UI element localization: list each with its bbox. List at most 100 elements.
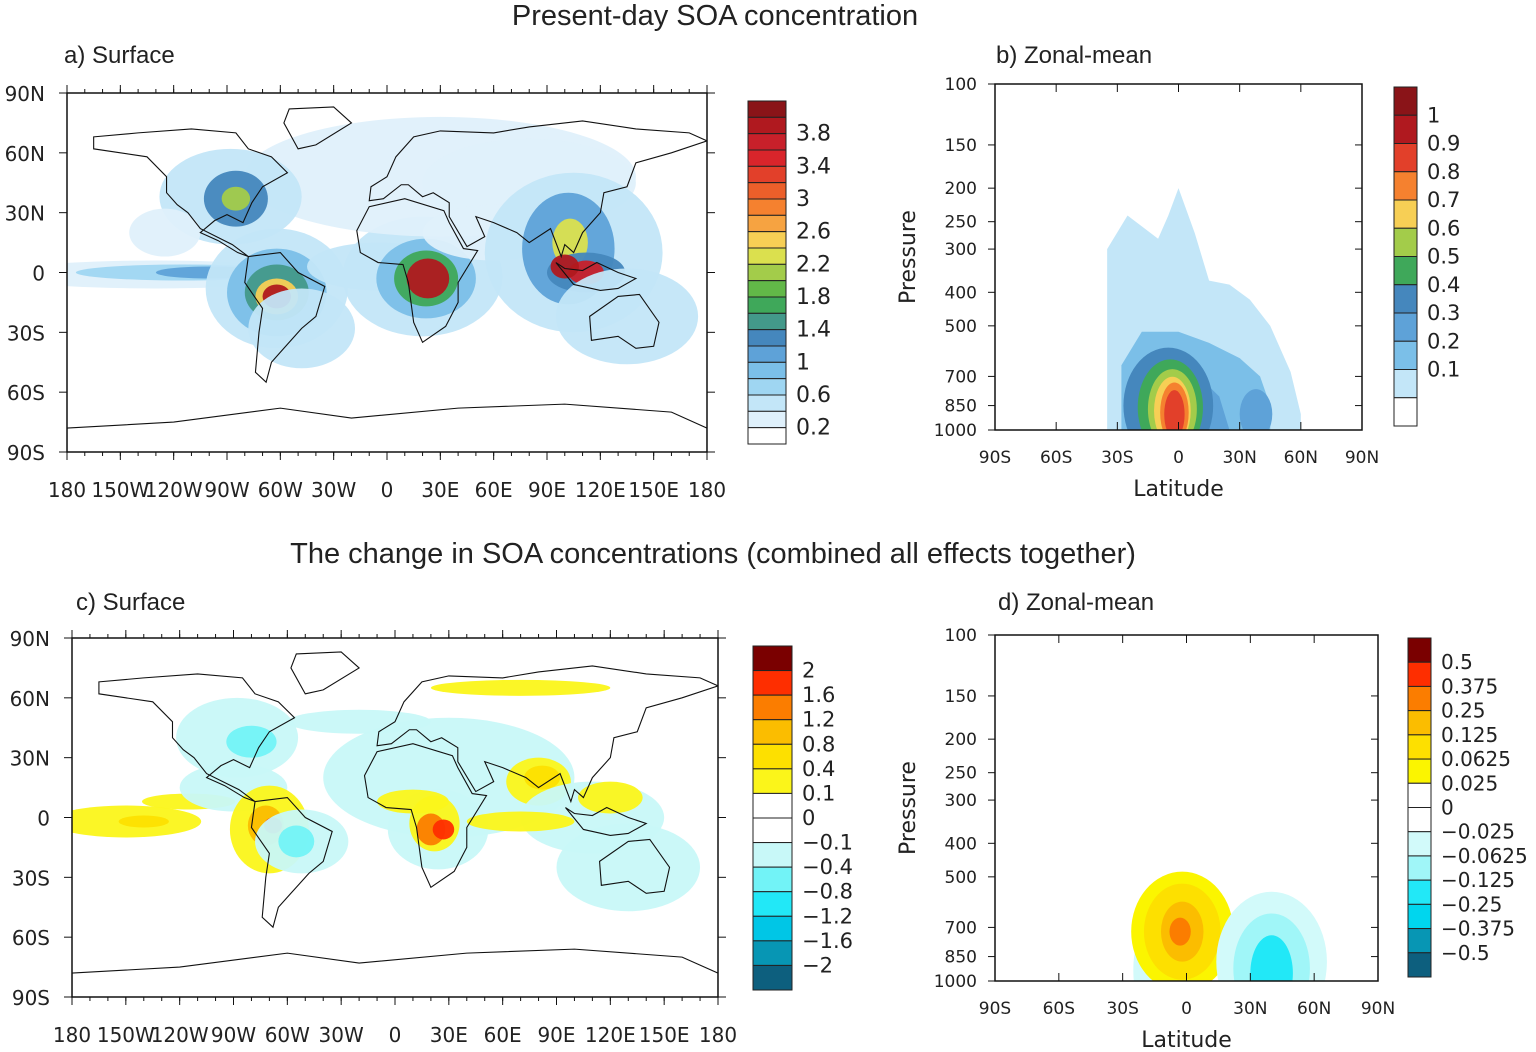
colorbar-box — [1407, 661, 1432, 687]
x-tick-label: 30N — [1222, 448, 1256, 468]
contour-region — [118, 815, 169, 828]
colorbar-label: 2 — [802, 659, 815, 683]
x-tick-label: 180 — [48, 478, 86, 502]
colorbar-label: 0.125 — [1441, 723, 1498, 747]
x-tick-label: 60S — [1040, 448, 1072, 468]
contour-region — [550, 254, 579, 279]
colorbar-label: −0.125 — [1441, 868, 1515, 892]
colorbar-label: 0.8 — [802, 732, 835, 756]
y-tick-label: 100 — [945, 626, 977, 646]
colorbar-box — [752, 915, 793, 942]
x-tick-label: 90W — [211, 1023, 256, 1047]
colorbar-label: 1.4 — [796, 318, 831, 343]
x-tick-label: 0 — [389, 1023, 402, 1047]
y-tick-label: 1000 — [934, 972, 977, 992]
y-axis-label: Pressure — [896, 210, 921, 304]
colorbar-box — [1407, 928, 1432, 954]
colorbar-box — [1407, 855, 1432, 881]
y-tick-label: 30S — [7, 321, 45, 345]
colorbar-box — [752, 768, 793, 794]
y-tick-label: 400 — [945, 834, 977, 854]
x-tick-label: 60W — [258, 478, 303, 502]
colorbar-box — [747, 116, 787, 135]
x-tick-label: 120W — [145, 478, 203, 502]
colorbar-box — [752, 817, 793, 844]
x-tick-label: 60E — [484, 1023, 522, 1047]
colorbar-label: −0.25 — [1441, 892, 1502, 916]
colorbar-box — [1407, 734, 1432, 760]
colorbar-box — [1407, 903, 1432, 930]
zonal-body — [1131, 871, 1327, 981]
colorbar-box — [752, 670, 793, 696]
colorbar-box — [747, 231, 787, 249]
y-tick-label: 850 — [945, 397, 977, 417]
zonal-body — [1107, 188, 1301, 430]
colorbar-label: 3.4 — [796, 154, 831, 179]
colorbar-label: 0.2 — [796, 416, 831, 441]
y-tick-label: 0 — [37, 807, 50, 831]
colorbar-label: −1.2 — [802, 904, 853, 928]
y-tick-label: 1000 — [934, 421, 977, 441]
colorbar-label: −0.1 — [802, 831, 853, 855]
y-tick-label: 250 — [945, 213, 977, 233]
y-tick-label: 200 — [945, 179, 977, 199]
y-tick-label: 250 — [945, 764, 977, 784]
colorbar-box — [747, 100, 787, 118]
x-tick-label: 60E — [475, 478, 513, 502]
coastline-greenland — [283, 106, 353, 150]
contour-region — [466, 811, 575, 832]
colorbar-box — [752, 891, 793, 917]
coastline-eurasia — [376, 665, 718, 804]
x-tick-label: 0 — [1173, 448, 1184, 468]
colorbar-box — [1407, 807, 1432, 833]
colorbar-box — [1407, 831, 1432, 857]
colorbar-box — [747, 247, 787, 265]
x-tick-label: 30S — [1106, 999, 1138, 1019]
y-tick-label: 700 — [945, 367, 977, 387]
colorbar-box — [747, 198, 787, 216]
y-tick-label: 90N — [10, 627, 50, 651]
colorbar-label: 3.8 — [796, 122, 831, 147]
map-body — [72, 651, 718, 997]
colorbar-label: 0.025 — [1441, 771, 1498, 795]
y-tick-label: 400 — [945, 283, 977, 303]
colorbar-label: 2.6 — [796, 220, 831, 245]
x-axis-label: Latitude — [1133, 477, 1224, 502]
colorbar-label: −0.5 — [1441, 941, 1490, 965]
x-tick-label: 150E — [639, 1023, 690, 1047]
contour-region — [278, 825, 315, 858]
colorbar-label: 0.0625 — [1441, 747, 1511, 771]
colorbar-d: 0.50.3750.250.1250.06250.0250−0.025−0.06… — [1407, 637, 1528, 978]
y-tick-label: 500 — [945, 317, 977, 337]
colorbar-box — [747, 214, 787, 233]
colorbar-label: 1.6 — [802, 683, 835, 707]
colorbar-label: 1.2 — [802, 708, 835, 732]
y-tick-label: 60N — [10, 687, 50, 711]
y-tick-label: 30N — [5, 202, 45, 226]
colorbar-box — [747, 378, 787, 396]
x-tick-label: 180 — [688, 478, 726, 502]
x-tick-label: 180 — [53, 1023, 91, 1047]
colorbar-label: −1.6 — [802, 929, 853, 953]
zonal-panel-b: 90S 60S 30S 0 30N 60N 90N 100 150 200 250 300 400 500… — [896, 75, 1379, 502]
x-tick-label: 0 — [1181, 999, 1192, 1019]
colorbar-box — [1393, 171, 1418, 201]
coastline-eurasia — [368, 120, 707, 259]
colorbar-box — [1407, 782, 1432, 808]
x-tick-label: 90E — [537, 1023, 575, 1047]
y-tick-label: 60S — [12, 926, 50, 950]
y-axis-label: Pressure — [896, 761, 921, 855]
contour-region — [432, 819, 455, 840]
colorbar-label: −0.025 — [1441, 820, 1515, 844]
y-tick-label: 300 — [945, 240, 977, 260]
contour-region — [1250, 935, 1293, 981]
colorbar-box — [747, 296, 787, 314]
colorbar-label: −0.4 — [802, 855, 853, 879]
colorbar-label: 2.2 — [796, 252, 831, 277]
panel-a-label: a) Surface — [64, 42, 175, 69]
colorbar-b: 1 0.9 0.8 0.7 0.6 0.5 0.4 0.3 0.2 0.1 — [1393, 86, 1460, 427]
colorbar-label: 0.5 — [1441, 650, 1473, 674]
